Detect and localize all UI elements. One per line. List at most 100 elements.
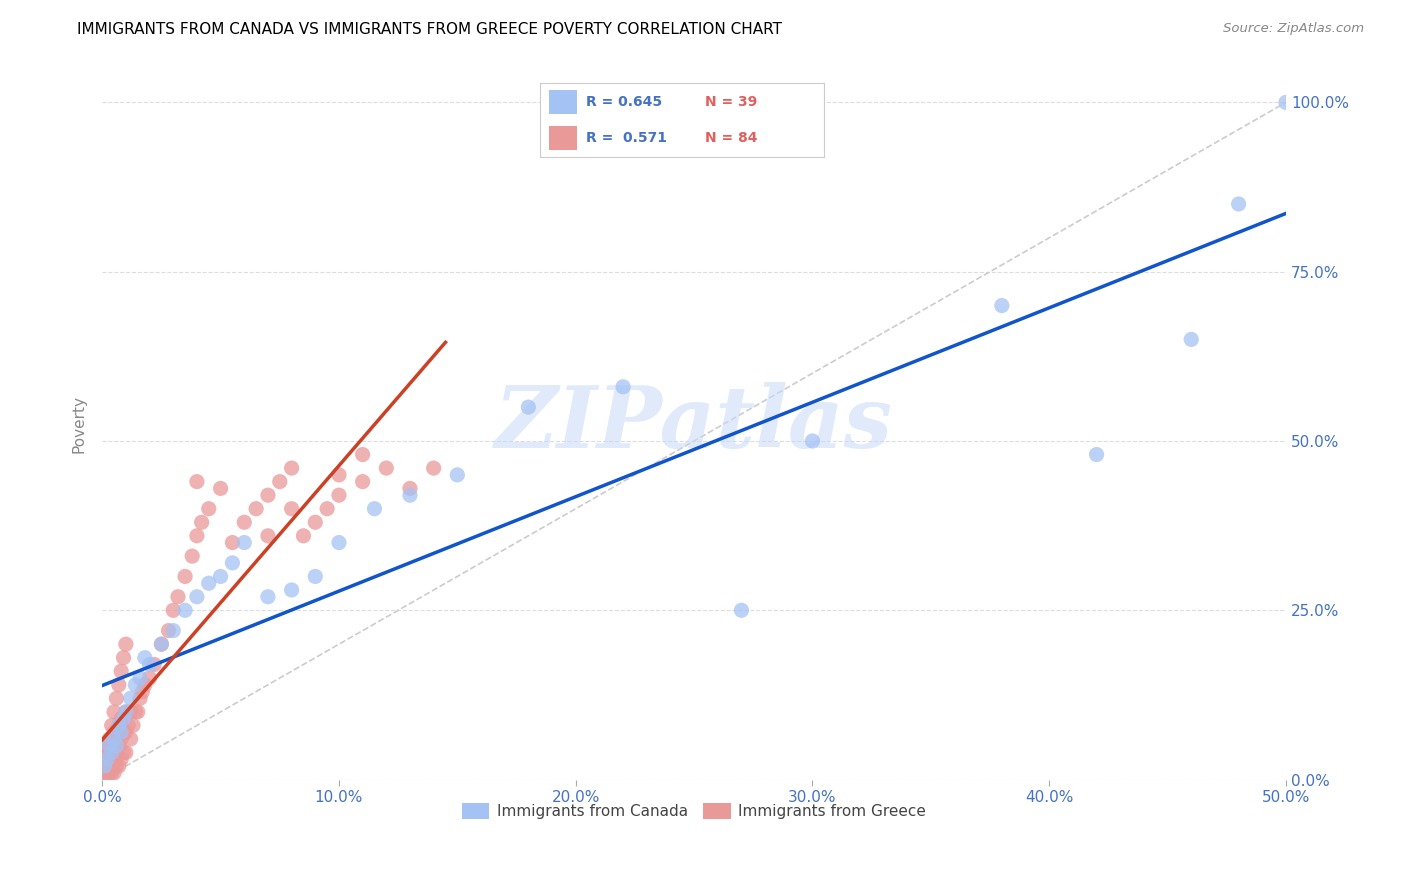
Point	[186, 590, 208, 604]
Point	[96, 759, 118, 773]
Point	[352, 475, 374, 489]
Point	[112, 712, 135, 726]
Point	[174, 569, 197, 583]
Point	[103, 739, 125, 753]
Point	[328, 488, 350, 502]
Point	[107, 678, 129, 692]
Point	[1227, 197, 1250, 211]
Point	[138, 671, 160, 685]
Point	[209, 569, 232, 583]
Point	[134, 678, 156, 692]
Point	[446, 467, 468, 482]
Point	[105, 691, 128, 706]
Text: Source: ZipAtlas.com: Source: ZipAtlas.com	[1223, 22, 1364, 36]
Point	[110, 731, 132, 746]
Point	[280, 582, 302, 597]
Point	[197, 501, 219, 516]
Point	[100, 759, 122, 773]
Point	[134, 650, 156, 665]
Point	[233, 515, 256, 529]
Point	[150, 637, 173, 651]
Point	[96, 752, 118, 766]
Point	[103, 765, 125, 780]
Point	[181, 549, 204, 563]
Point	[1085, 448, 1108, 462]
Text: IMMIGRANTS FROM CANADA VS IMMIGRANTS FROM GREECE POVERTY CORRELATION CHART: IMMIGRANTS FROM CANADA VS IMMIGRANTS FRO…	[77, 22, 782, 37]
Point	[162, 624, 184, 638]
Point	[352, 448, 374, 462]
Point	[269, 475, 291, 489]
Point	[107, 718, 129, 732]
Point	[100, 718, 122, 732]
Point	[112, 746, 135, 760]
Y-axis label: Poverty: Poverty	[72, 395, 86, 453]
Point	[107, 759, 129, 773]
Point	[186, 475, 208, 489]
Point	[115, 746, 138, 760]
Point	[105, 725, 128, 739]
Point	[105, 746, 128, 760]
Point	[162, 603, 184, 617]
Point	[98, 752, 121, 766]
Point	[100, 746, 122, 760]
Point	[143, 657, 166, 672]
Point	[399, 482, 422, 496]
Point	[245, 501, 267, 516]
Point	[122, 718, 145, 732]
Point	[120, 731, 142, 746]
Point	[110, 725, 132, 739]
Point	[93, 739, 115, 753]
Point	[110, 752, 132, 766]
Point	[517, 400, 540, 414]
Point	[96, 746, 118, 760]
Point	[96, 765, 118, 780]
Point	[292, 529, 315, 543]
Point	[257, 590, 280, 604]
Point	[280, 461, 302, 475]
Point	[100, 765, 122, 780]
Point	[612, 380, 634, 394]
Point	[991, 299, 1014, 313]
Point	[422, 461, 444, 475]
Point	[93, 759, 115, 773]
Point	[103, 731, 125, 746]
Point	[120, 691, 142, 706]
Point	[93, 759, 115, 773]
Point	[801, 434, 824, 448]
Point	[93, 752, 115, 766]
Point	[138, 657, 160, 672]
Point	[257, 488, 280, 502]
Point	[103, 705, 125, 719]
Point	[107, 739, 129, 753]
Point	[124, 705, 146, 719]
Point	[98, 731, 121, 746]
Point	[197, 576, 219, 591]
Point	[328, 535, 350, 549]
Point	[399, 488, 422, 502]
Point	[105, 739, 128, 753]
Point	[375, 461, 398, 475]
Point	[115, 705, 138, 719]
Point	[209, 482, 232, 496]
Point	[1180, 333, 1202, 347]
Point	[112, 725, 135, 739]
Point	[105, 759, 128, 773]
Point	[115, 705, 138, 719]
Point	[157, 624, 180, 638]
Point	[96, 752, 118, 766]
Point	[150, 637, 173, 651]
Point	[304, 515, 326, 529]
Point	[115, 725, 138, 739]
Point	[110, 665, 132, 679]
Point	[1275, 95, 1298, 110]
Point	[221, 556, 243, 570]
Point	[186, 529, 208, 543]
Legend: Immigrants from Canada, Immigrants from Greece: Immigrants from Canada, Immigrants from …	[456, 797, 932, 825]
Point	[304, 569, 326, 583]
Point	[174, 603, 197, 617]
Point	[316, 501, 339, 516]
Point	[127, 705, 149, 719]
Point	[107, 718, 129, 732]
Text: ZIPatlas: ZIPatlas	[495, 383, 893, 466]
Point	[221, 535, 243, 549]
